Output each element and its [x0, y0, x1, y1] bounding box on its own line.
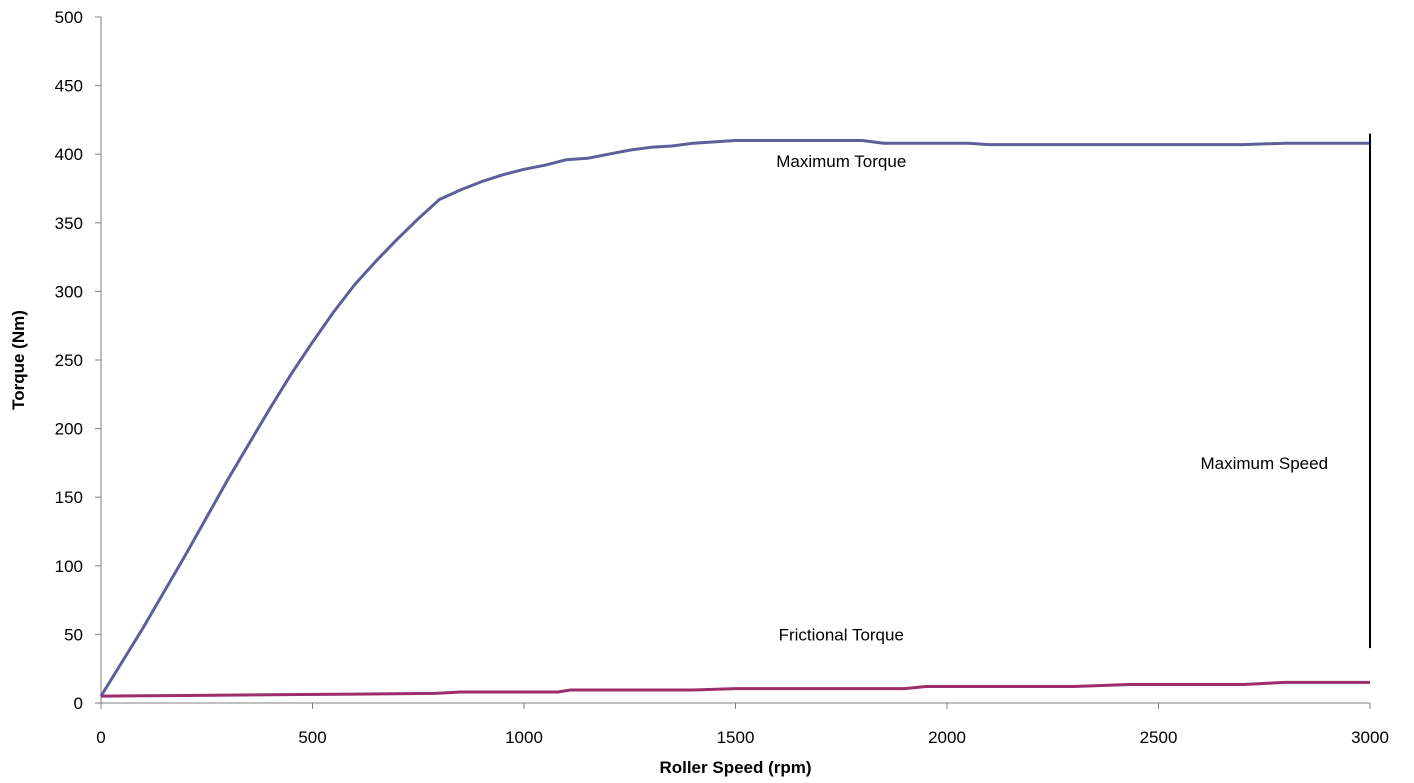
series-line-2: [100, 680, 1370, 698]
x-tick-label: 3000: [1351, 728, 1389, 747]
x-tick-label: 1500: [717, 728, 755, 747]
series-line-1: [99, 139, 1370, 697]
y-tick-label: 50: [64, 625, 83, 644]
y-tick-label: 0: [74, 694, 83, 713]
y-tick-label: 400: [55, 145, 83, 164]
x-tick-label: 2500: [1140, 728, 1178, 747]
x-axis-title: Roller Speed (rpm): [659, 758, 811, 777]
y-axis-title: Torque (Nm): [9, 310, 28, 410]
annotation-label: Frictional Torque: [779, 625, 904, 644]
y-tick-label: 100: [55, 557, 83, 576]
x-tick-label: 1000: [505, 728, 543, 747]
y-tick-label: 150: [55, 488, 83, 507]
axes: 0 50 100 150 200 250 300 350 400 450 500 0 500 1000 15…: [55, 8, 1389, 747]
annotation-label: Maximum Speed: [1200, 454, 1328, 473]
y-tick-label: 250: [55, 351, 83, 370]
y-tick-label: 450: [55, 77, 83, 96]
annotation-layer: Maximum Torque Frictional Torque Maximum S…: [776, 152, 1328, 644]
x-tick-label: 500: [298, 728, 326, 747]
y-tick-label: 500: [55, 8, 83, 27]
annotation-label: Maximum Torque: [776, 152, 906, 171]
x-tick-label: 2000: [928, 728, 966, 747]
y-tick-label: 200: [55, 420, 83, 439]
y-tick-label: 350: [55, 214, 83, 233]
series-layer: [99, 133, 1371, 698]
y-tick-label: 300: [55, 282, 83, 301]
x-tick-label: 0: [96, 728, 105, 747]
